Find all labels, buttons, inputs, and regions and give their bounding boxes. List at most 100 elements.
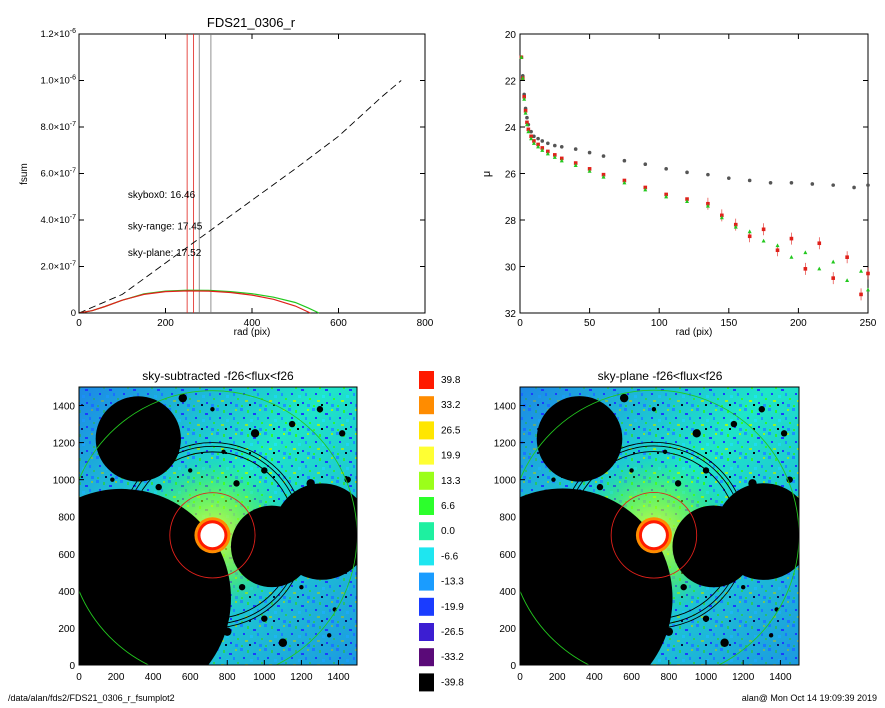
colorbar-label: -39.8 bbox=[441, 677, 464, 688]
colorbar-label: 6.6 bbox=[441, 501, 455, 512]
mu-point-red bbox=[803, 267, 808, 271]
sky-plane-y-tick-label: 200 bbox=[499, 624, 516, 635]
mu-point-green bbox=[817, 266, 822, 271]
colorbar-label: -6.6 bbox=[441, 551, 459, 562]
sky-plane-masked-star bbox=[758, 406, 765, 413]
fsum-plot-frame bbox=[78, 33, 426, 314]
mu-point-grey bbox=[553, 143, 557, 148]
mu-point-red bbox=[573, 161, 578, 165]
colorbar-swatch bbox=[419, 572, 434, 591]
sky-plane-clipped bbox=[520, 387, 799, 665]
sky-plane-ring bbox=[560, 441, 748, 629]
mu-point-red bbox=[859, 292, 863, 297]
mu-point-red bbox=[601, 172, 606, 177]
sky-plane-masked-star bbox=[596, 483, 604, 491]
mu-point-red bbox=[706, 201, 710, 206]
mu-point-green bbox=[859, 268, 864, 273]
sky-plane-y-tick-label: 400 bbox=[499, 587, 516, 598]
sky-plane-masked-star bbox=[651, 407, 657, 412]
mu-point-red bbox=[775, 248, 780, 253]
mu-point-grey bbox=[536, 136, 540, 141]
sky-subtracted-masked-star bbox=[316, 406, 324, 413]
colorbar-swatch bbox=[419, 371, 434, 389]
sky-plane-x-tick-label: 600 bbox=[623, 672, 640, 683]
mu-y-tick-label: 32 bbox=[505, 309, 517, 320]
mu-point-grey bbox=[706, 172, 710, 177]
sky-subtracted-ring bbox=[128, 451, 297, 620]
sky-plane-y-tick-label: 1400 bbox=[494, 402, 517, 413]
mu-x-tick-label: 0 bbox=[517, 318, 523, 329]
fsum-x-ticks: 0 200 400 600 800 bbox=[76, 34, 434, 329]
mu-point-grey bbox=[852, 185, 856, 190]
sky-plane-frame bbox=[519, 386, 800, 666]
mu-x-tick-label: 100 bbox=[651, 318, 668, 329]
mu-y-ticks: 20 22 24 26 28 30 32 bbox=[505, 30, 868, 320]
fsum-x-tick-label: 0 bbox=[76, 318, 82, 329]
sky-subtracted-core bbox=[200, 523, 225, 548]
sky-plane-masked-star bbox=[619, 393, 629, 403]
mu-point-red bbox=[761, 227, 766, 232]
sky-plane-masked-star bbox=[730, 420, 738, 428]
mu-point-grey bbox=[747, 178, 752, 183]
mu-x-ticks: 0 50 100 150 200 250 bbox=[517, 34, 877, 329]
fsum-y-label: fsum bbox=[19, 163, 30, 185]
sky-subtracted-x-tick-label: 1000 bbox=[253, 672, 276, 683]
sky-subtracted-masked-star bbox=[288, 420, 296, 428]
sky-subtracted-mask-disc bbox=[79, 488, 231, 665]
mu-x-tick-label: 200 bbox=[790, 318, 807, 329]
mu-point-green bbox=[705, 203, 710, 208]
sky-subtracted-frame bbox=[78, 386, 358, 666]
sky-subtracted-masked-star bbox=[110, 477, 115, 482]
sky-subtracted-ring bbox=[169, 492, 256, 579]
mu-point-green bbox=[664, 194, 669, 199]
mu-point-grey bbox=[831, 183, 835, 187]
sky-plane-y-ticks: 0 200 400 600 800 1000 1200 1400 bbox=[494, 402, 525, 672]
sky-subtracted-masked-star bbox=[278, 638, 288, 647]
sky-subtracted-mask-disc bbox=[273, 483, 357, 580]
sky-plane-x-ticks: 0 200 400 600 800 1000 1200 1400 bbox=[517, 660, 792, 683]
sky-plane-masked-star bbox=[674, 480, 682, 487]
mu-point-green bbox=[524, 122, 529, 127]
mu-point-red bbox=[525, 120, 529, 125]
sky-subtracted-y-tick-label: 1000 bbox=[53, 476, 76, 487]
mu-point-grey bbox=[622, 158, 627, 163]
mu-point-red bbox=[529, 134, 533, 139]
mu-point-green bbox=[536, 144, 541, 149]
fsum-series-line-2 bbox=[78, 290, 311, 314]
sky-plane-y-tick-label: 1200 bbox=[494, 439, 517, 450]
mu-point-grey bbox=[643, 162, 648, 166]
sky-plane-mask-disc bbox=[520, 488, 673, 665]
mu-point-grey bbox=[540, 139, 545, 143]
mu-panel: 0 50 100 150 200 250 20 22 24 26 28 30 32 rad (pix)… bbox=[481, 30, 877, 338]
colorbar-label: -33.2 bbox=[441, 652, 464, 663]
sky-subtracted-y-tick-label: 1400 bbox=[53, 402, 76, 413]
mu-point-grey bbox=[587, 150, 592, 155]
colorbar: 39.8 33.2 26.5 19.9 13.3 6.6 0.0 -6.6 -13.3 -19.9… bbox=[419, 371, 464, 692]
mu-point-green bbox=[831, 259, 836, 264]
mu-point-green bbox=[845, 278, 850, 283]
sky-subtracted-x-tick-label: 1200 bbox=[290, 672, 313, 683]
sky-subtracted-clipped bbox=[79, 387, 357, 665]
mu-point-grey bbox=[789, 181, 794, 185]
mu-point-red bbox=[685, 197, 689, 201]
mu-point-green bbox=[545, 151, 550, 156]
colorbar-label: 19.9 bbox=[441, 451, 461, 462]
mu-point-green bbox=[522, 96, 527, 101]
sky-subtracted-masked-star bbox=[221, 449, 226, 455]
sky-subtracted-x-tick-label: 200 bbox=[108, 672, 125, 683]
fsum-panel: FDS21_0306_r 0 200 400 600 800 0 2.0×10-7 4.0×… bbox=[19, 15, 434, 338]
colorbar-label: 0.0 bbox=[441, 526, 455, 537]
sky-annotation: sky-plane: 17.52 bbox=[128, 248, 202, 259]
sky-subtracted-masked-star bbox=[155, 483, 162, 491]
sky-subtracted-y-tick-label: 800 bbox=[58, 513, 75, 524]
sky-plane-masked-star bbox=[720, 638, 729, 647]
sky-annotation: sky-range: 17.45 bbox=[128, 221, 203, 232]
sky-plane-image bbox=[520, 387, 799, 665]
mu-point-green bbox=[519, 55, 524, 59]
mu-point-red bbox=[831, 276, 835, 280]
colorbar-swatch bbox=[419, 547, 434, 566]
sky-subtracted-x-tick-label: 1400 bbox=[327, 672, 350, 683]
sky-subtracted-x-tick-label: 0 bbox=[76, 672, 82, 683]
mu-point-red bbox=[733, 222, 738, 227]
colorbar-swatch bbox=[419, 673, 434, 692]
